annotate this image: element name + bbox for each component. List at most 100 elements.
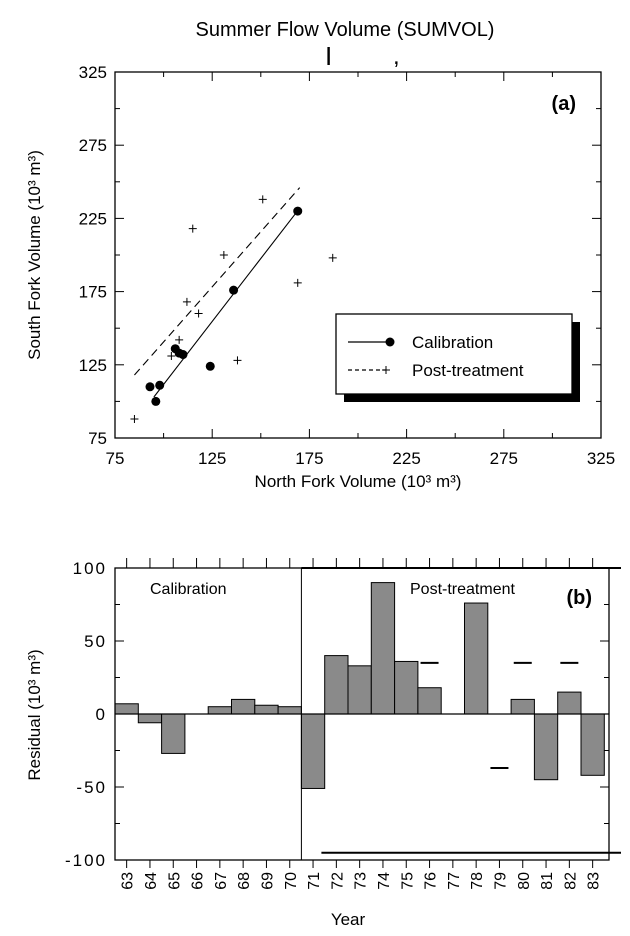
scatter-x-tick-label: 175	[295, 449, 323, 468]
panel-b-label: (b)	[566, 587, 592, 609]
calibration-point	[145, 382, 155, 392]
residual-x-axis-label: Year	[331, 910, 366, 929]
post-treatment-fit-line	[134, 187, 301, 376]
scatter-y-tick-label: 75	[88, 429, 107, 448]
residual-y-tick-label: 100	[73, 559, 107, 578]
calibration-point	[151, 396, 161, 406]
calibration-fit-line	[153, 207, 301, 398]
residual-year-label: 72	[329, 872, 346, 890]
residual-tick-marks	[115, 558, 609, 868]
panel-a-label: (a)	[552, 93, 576, 115]
scatter-fit-lines	[134, 187, 301, 398]
scatter-y-tick-label: 125	[79, 356, 107, 375]
calibration-point	[229, 285, 239, 295]
legend-box	[335, 313, 573, 395]
residual-year-label: 74	[376, 872, 393, 890]
stray-mark-i: I	[325, 41, 332, 71]
scatter-y-axis-label: South Fork Volume (10³ m³)	[25, 150, 44, 360]
post-treatment-point	[175, 335, 184, 344]
residual-bar-67	[207, 706, 232, 715]
calibration-point	[293, 206, 303, 216]
scatter-legend: Calibration Post-treatment	[335, 313, 580, 402]
scatter-y-tick-label: 225	[79, 209, 107, 228]
scatter-tick-marks	[114, 71, 602, 439]
scatter-y-tick-labels: 75 125 175 225 275 325	[79, 63, 107, 448]
residual-bar-65	[161, 713, 186, 754]
residual-bar-72	[324, 655, 349, 715]
residual-year-label: 64	[143, 872, 160, 890]
residual-year-label: 68	[236, 872, 253, 890]
scatter-points	[130, 195, 337, 423]
residual-year-label: 63	[120, 872, 137, 890]
scatter-x-tick-label: 275	[490, 449, 518, 468]
residual-y-tick-label: -50	[76, 778, 107, 797]
residual-year-label: 75	[399, 872, 416, 890]
residual-year-label: 67	[213, 872, 230, 890]
calibration-point	[155, 380, 165, 390]
scatter-x-tick-label: 125	[198, 449, 226, 468]
residual-year-label: 83	[586, 872, 603, 890]
scatter-y-tick-label: 175	[79, 283, 107, 302]
residual-year-label: 70	[283, 872, 300, 890]
scatter-y-tick-label: 325	[79, 63, 107, 82]
legend-calibration-label: Calibration	[412, 333, 493, 352]
residual-bar-83	[580, 713, 605, 776]
post-treatment-point	[258, 195, 267, 204]
calibration-period-label: Calibration	[150, 581, 226, 598]
residual-bar-70	[277, 706, 302, 715]
residual-bar-80	[510, 698, 535, 715]
residual-reference-lines	[115, 567, 621, 860]
residual-bar-63	[114, 703, 139, 715]
residual-bar-71	[300, 713, 326, 789]
residual-bar-68	[231, 698, 256, 715]
scatter-x-axis-label: North Fork Volume (10³ m³)	[255, 472, 462, 491]
residual-y-tick-label: -100	[65, 851, 107, 870]
residual-year-label: 76	[423, 872, 440, 890]
figure-title: Summer Flow Volume (SUMVOL)	[196, 19, 495, 41]
residual-year-labels: 63 64 65 66 67 68 69 70 71 72 73 74 75 76 77 78 79 80 81 82…	[120, 872, 603, 890]
residual-y-axis-label: Residual (10³ m³)	[25, 649, 44, 780]
residual-y-tick-label: 0	[96, 705, 107, 724]
post-treatment-point	[194, 309, 203, 318]
residual-year-label: 71	[306, 872, 323, 890]
scatter-x-tick-labels: 75 125 175 225 275 325	[106, 449, 616, 468]
residual-bar-78	[464, 602, 489, 715]
scatter-x-tick-label: 225	[392, 449, 420, 468]
residual-bar-75	[394, 660, 419, 715]
residual-bar-82	[557, 691, 582, 715]
post-treatment-point	[219, 251, 228, 259]
residual-bar-64	[137, 713, 163, 724]
residual-bars	[114, 582, 605, 789]
scatter-x-tick-label: 75	[106, 449, 125, 468]
legend-post-treatment-label: Post-treatment	[412, 361, 524, 380]
residual-y-tick-labels: 100 50 0 -50 -100	[65, 559, 107, 870]
residual-year-label: 80	[516, 872, 533, 890]
stray-mark-comma: ,	[393, 43, 400, 70]
residual-reference-dashes	[420, 661, 579, 770]
post-treatment-point	[188, 224, 197, 233]
residual-year-label: 81	[539, 872, 556, 890]
residual-year-label: 69	[259, 872, 276, 890]
residual-panel: 100 50 0 -50 -100 63 64 65 66 67 68 69 70 71 72 73 74 75…	[25, 558, 621, 929]
residual-year-label: 79	[492, 872, 509, 890]
residual-bar-76	[417, 687, 442, 715]
post-treatment-point	[233, 356, 242, 365]
residual-year-label: 65	[166, 872, 183, 890]
scatter-x-tick-label: 325	[587, 449, 615, 468]
legend-calibration-marker	[385, 337, 395, 347]
residual-year-label: 66	[190, 872, 207, 890]
scatter-y-tick-label: 275	[79, 136, 107, 155]
residual-bar-81	[533, 713, 559, 781]
residual-bar-74	[370, 582, 396, 715]
post-treatment-period-label: Post-treatment	[410, 581, 515, 598]
calibration-point	[205, 361, 215, 371]
residual-year-label: 82	[562, 872, 579, 890]
post-treatment-point	[167, 352, 176, 361]
residual-bar-73	[347, 665, 372, 715]
post-treatment-point	[328, 253, 337, 262]
residual-year-label: 73	[353, 872, 370, 890]
residual-y-tick-label: 50	[84, 632, 107, 651]
residual-bar-69	[254, 704, 279, 715]
